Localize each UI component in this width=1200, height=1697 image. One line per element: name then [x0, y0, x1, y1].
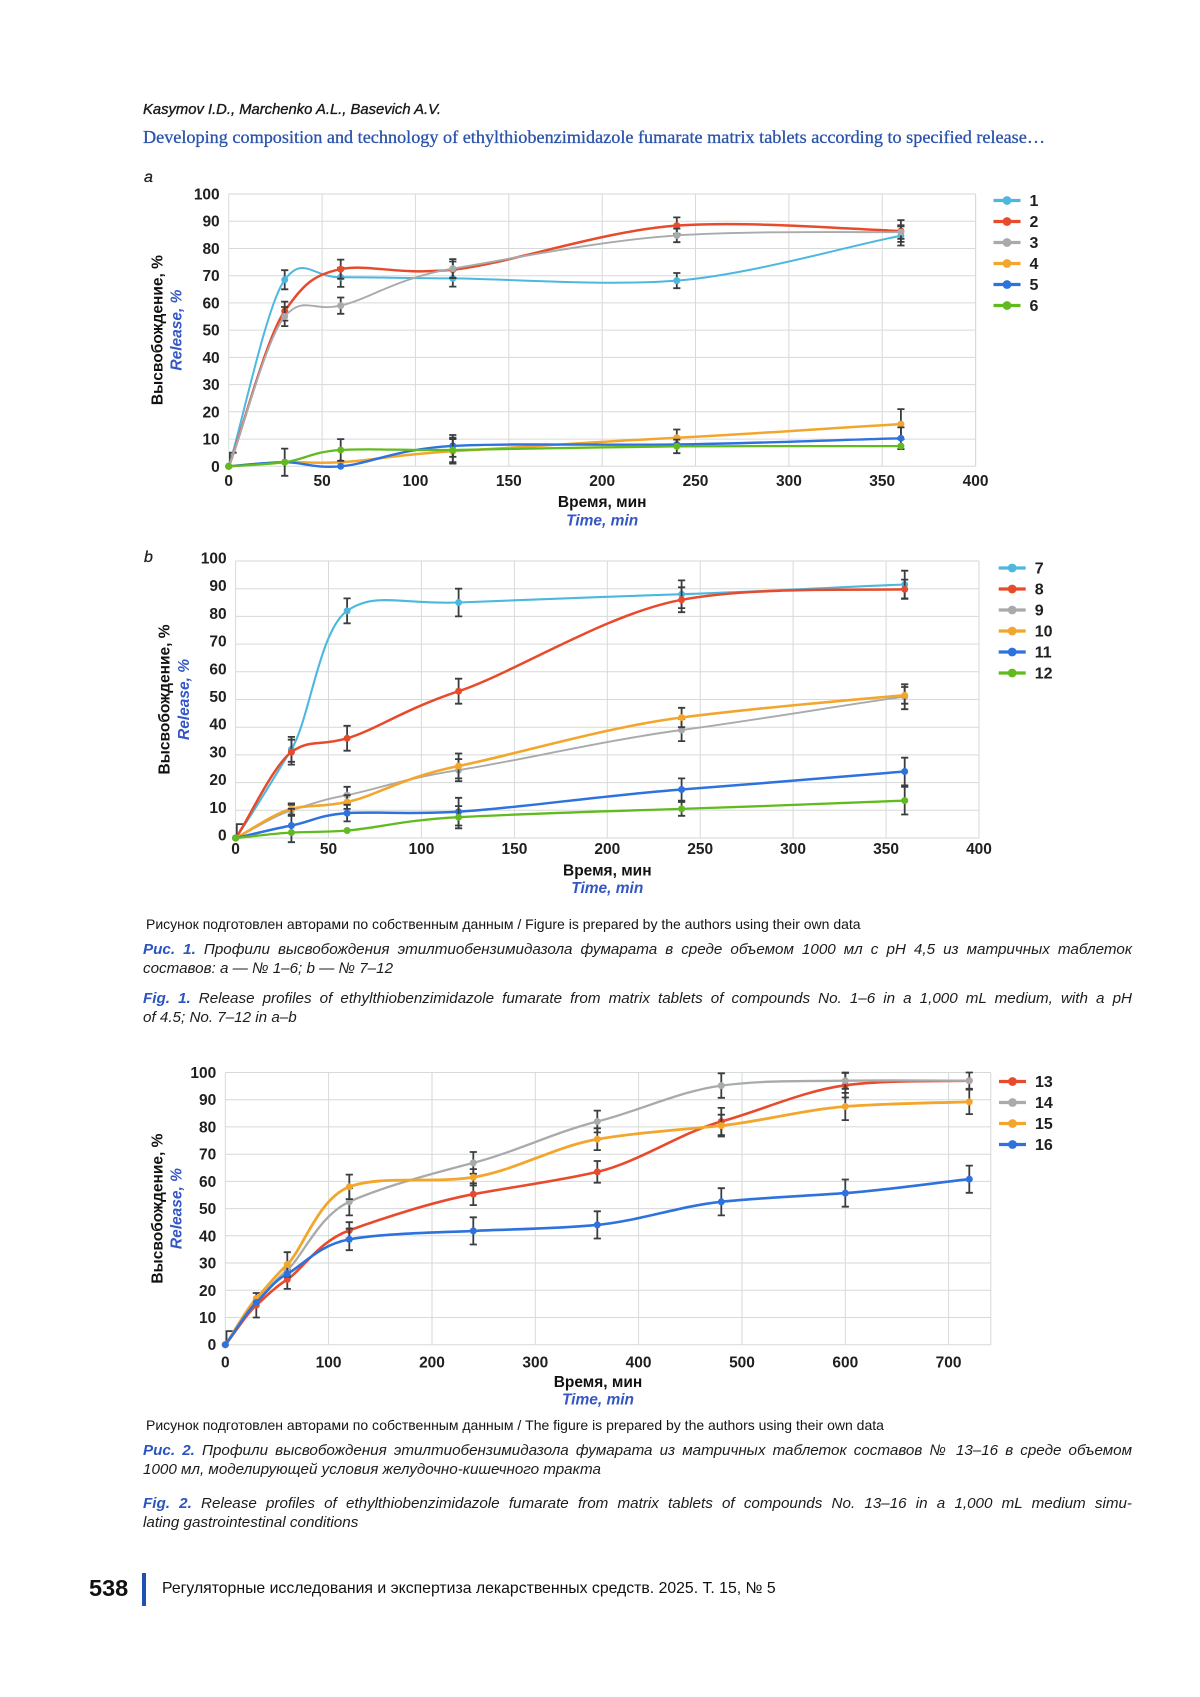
svg-text:350: 350 [873, 841, 899, 858]
svg-text:700: 700 [936, 1355, 962, 1372]
svg-text:50: 50 [313, 473, 330, 490]
svg-text:0: 0 [211, 459, 220, 476]
svg-text:90: 90 [199, 1092, 216, 1109]
svg-text:200: 200 [594, 841, 620, 858]
svg-text:100: 100 [408, 841, 434, 858]
svg-text:80: 80 [209, 606, 226, 623]
svg-text:60: 60 [209, 661, 226, 678]
svg-text:70: 70 [209, 634, 226, 651]
svg-text:0: 0 [231, 841, 240, 858]
svg-text:300: 300 [780, 841, 806, 858]
svg-text:Время, мин: Время, мин [554, 1374, 643, 1391]
svg-text:16: 16 [1035, 1137, 1053, 1154]
svg-text:20: 20 [199, 1283, 216, 1300]
svg-text:150: 150 [496, 473, 522, 490]
svg-text:70: 70 [199, 1147, 216, 1164]
svg-text:0: 0 [224, 473, 233, 490]
svg-text:200: 200 [419, 1355, 445, 1372]
svg-text:100: 100 [190, 1065, 216, 1082]
svg-text:Время, мин: Время, мин [558, 494, 647, 511]
svg-text:50: 50 [320, 841, 337, 858]
svg-text:0: 0 [221, 1355, 230, 1372]
svg-text:6: 6 [1030, 298, 1039, 315]
svg-text:400: 400 [626, 1355, 652, 1372]
svg-text:10: 10 [1035, 624, 1053, 641]
svg-text:100: 100 [316, 1355, 342, 1372]
svg-text:Время, мин: Время, мин [563, 863, 652, 880]
svg-text:3: 3 [1030, 235, 1039, 252]
svg-text:70: 70 [202, 268, 219, 285]
svg-text:50: 50 [199, 1201, 216, 1218]
svg-text:15: 15 [1035, 1116, 1053, 1133]
svg-text:14: 14 [1035, 1095, 1053, 1112]
svg-text:30: 30 [209, 744, 226, 761]
svg-text:40: 40 [209, 717, 226, 734]
svg-text:30: 30 [202, 377, 219, 394]
svg-text:50: 50 [209, 689, 226, 706]
svg-text:40: 40 [199, 1228, 216, 1245]
svg-text:250: 250 [683, 473, 709, 490]
svg-text:60: 60 [199, 1174, 216, 1191]
svg-text:Time, min: Time, min [562, 1392, 634, 1409]
svg-text:300: 300 [522, 1355, 548, 1372]
svg-text:80: 80 [199, 1119, 216, 1136]
svg-text:Release, %: Release, % [176, 659, 193, 740]
svg-text:100: 100 [194, 187, 220, 204]
svg-text:10: 10 [199, 1310, 216, 1327]
svg-text:80: 80 [202, 241, 219, 258]
svg-text:0: 0 [208, 1337, 217, 1354]
svg-text:100: 100 [402, 473, 428, 490]
svg-text:50: 50 [202, 323, 219, 340]
svg-text:90: 90 [202, 214, 219, 231]
svg-text:100: 100 [201, 551, 227, 568]
svg-text:5: 5 [1030, 277, 1039, 294]
svg-text:10: 10 [209, 800, 226, 817]
svg-text:1: 1 [1030, 193, 1039, 210]
svg-text:2: 2 [1030, 214, 1039, 231]
svg-text:7: 7 [1035, 561, 1044, 578]
svg-text:12: 12 [1035, 666, 1053, 683]
svg-text:40: 40 [202, 350, 219, 367]
svg-text:Time, min: Time, min [566, 513, 638, 530]
svg-text:400: 400 [966, 841, 992, 858]
svg-text:4: 4 [1030, 256, 1039, 273]
svg-text:8: 8 [1035, 582, 1044, 599]
svg-text:0: 0 [218, 828, 227, 845]
svg-text:350: 350 [869, 473, 895, 490]
svg-text:300: 300 [776, 473, 802, 490]
svg-text:Высвобождение, %: Высвобождение, % [150, 1133, 167, 1283]
svg-text:Высвобождение, %: Высвобождение, % [157, 624, 174, 774]
svg-text:Высвобождение, %: Высвобождение, % [150, 255, 167, 405]
svg-text:90: 90 [209, 578, 226, 595]
svg-text:11: 11 [1035, 645, 1052, 662]
svg-text:60: 60 [202, 295, 219, 312]
svg-text:250: 250 [687, 841, 713, 858]
svg-text:10: 10 [202, 432, 219, 449]
svg-text:20: 20 [209, 772, 226, 789]
svg-text:9: 9 [1035, 603, 1044, 620]
svg-text:200: 200 [589, 473, 615, 490]
svg-text:400: 400 [963, 473, 989, 490]
svg-text:13: 13 [1035, 1074, 1053, 1091]
svg-text:Time, min: Time, min [571, 880, 643, 897]
svg-text:Release, %: Release, % [169, 289, 186, 370]
svg-text:20: 20 [202, 404, 219, 421]
svg-text:30: 30 [199, 1256, 216, 1273]
svg-text:Release, %: Release, % [169, 1168, 186, 1249]
svg-text:150: 150 [501, 841, 527, 858]
svg-text:500: 500 [729, 1355, 755, 1372]
svg-text:600: 600 [832, 1355, 858, 1372]
